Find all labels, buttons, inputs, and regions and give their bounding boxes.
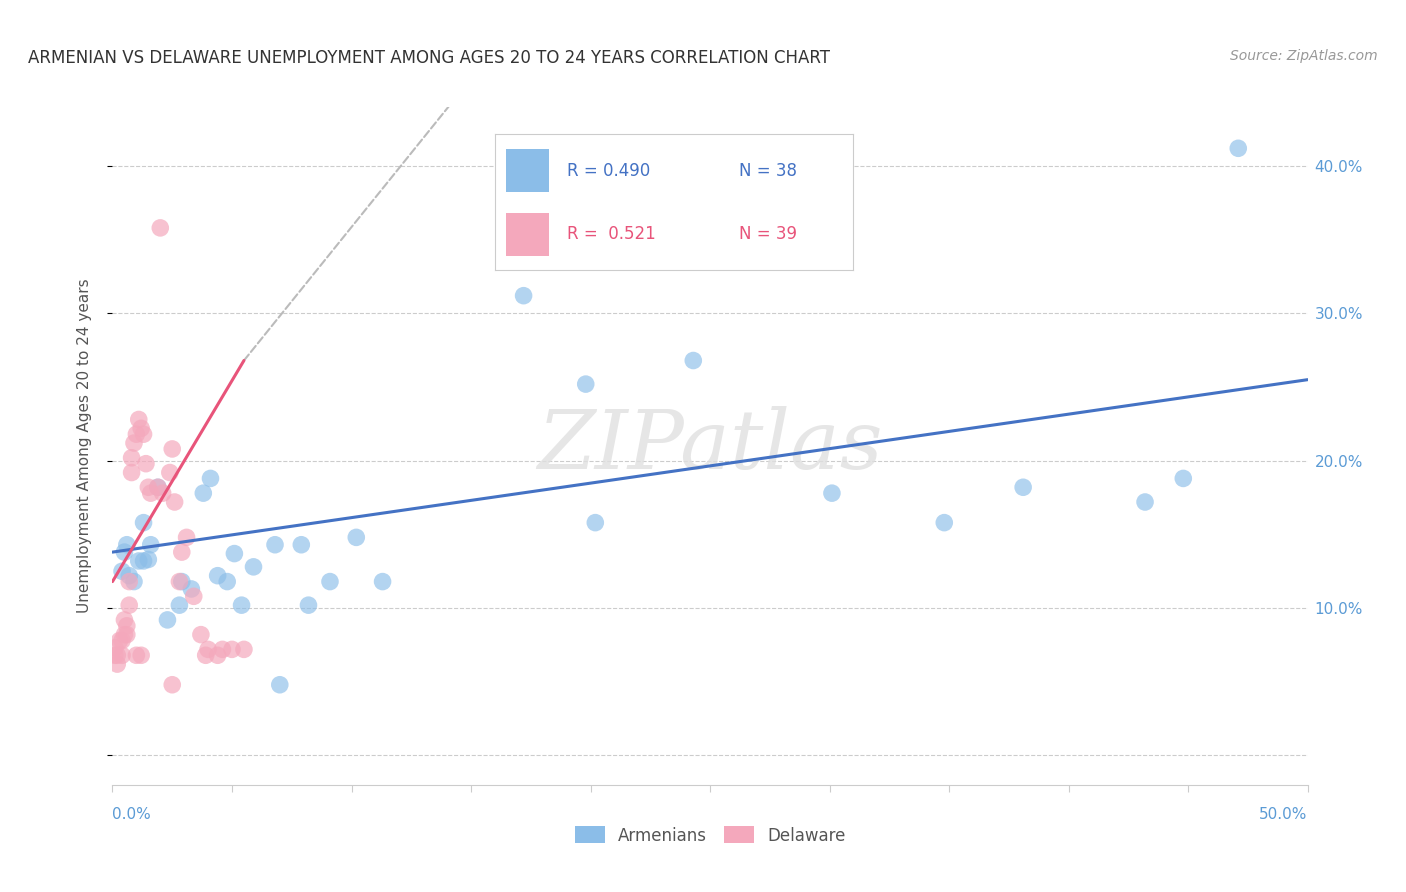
Point xyxy=(111,648,134,663)
Point xyxy=(183,590,205,604)
Point xyxy=(583,516,606,530)
Point xyxy=(138,552,160,566)
Point xyxy=(242,559,264,574)
Point xyxy=(118,574,141,589)
Point xyxy=(512,288,534,302)
Point xyxy=(821,486,844,500)
Point xyxy=(104,640,127,655)
Point xyxy=(115,538,138,552)
Point xyxy=(224,547,246,561)
Point xyxy=(132,427,155,442)
Text: Source: ZipAtlas.com: Source: ZipAtlas.com xyxy=(1230,49,1378,63)
Point xyxy=(125,427,148,442)
Point xyxy=(264,538,287,552)
Point xyxy=(170,545,193,559)
Point xyxy=(1133,495,1156,509)
Point xyxy=(146,480,169,494)
Legend: Armenians, Delaware: Armenians, Delaware xyxy=(568,820,852,851)
Point xyxy=(156,613,179,627)
Point xyxy=(108,633,131,648)
Point xyxy=(176,530,198,544)
Point xyxy=(118,598,141,612)
Point xyxy=(114,613,135,627)
Point xyxy=(934,516,956,530)
Point xyxy=(193,486,215,500)
Point xyxy=(118,568,141,582)
Text: ZIPatlas: ZIPatlas xyxy=(537,406,883,486)
Point xyxy=(194,648,217,663)
Point xyxy=(128,412,150,426)
Point xyxy=(207,568,229,582)
Point xyxy=(163,495,186,509)
Text: ARMENIAN VS DELAWARE UNEMPLOYMENT AMONG AGES 20 TO 24 YEARS CORRELATION CHART: ARMENIAN VS DELAWARE UNEMPLOYMENT AMONG … xyxy=(28,49,830,67)
Point xyxy=(135,457,157,471)
Point xyxy=(162,442,183,456)
Point xyxy=(221,642,243,657)
Point xyxy=(152,486,174,500)
Y-axis label: Unemployment Among Ages 20 to 24 years: Unemployment Among Ages 20 to 24 years xyxy=(77,278,91,614)
Point xyxy=(290,538,312,552)
Point xyxy=(132,516,155,530)
Point xyxy=(190,627,212,641)
Point xyxy=(162,678,183,692)
Point xyxy=(211,642,233,657)
Point xyxy=(169,574,191,589)
Point xyxy=(682,353,704,368)
Point xyxy=(575,377,598,392)
Point xyxy=(121,466,143,480)
Point xyxy=(115,619,138,633)
Point xyxy=(200,471,222,485)
Point xyxy=(231,598,253,612)
Point xyxy=(170,574,193,589)
Point xyxy=(122,574,145,589)
Point xyxy=(319,574,342,589)
Point xyxy=(139,486,162,500)
Point xyxy=(128,554,150,568)
Point xyxy=(149,220,172,235)
Point xyxy=(114,545,135,559)
Point xyxy=(115,627,138,641)
Point xyxy=(180,582,202,596)
Point xyxy=(169,598,191,612)
Point xyxy=(297,598,319,612)
Point xyxy=(111,633,134,648)
Point xyxy=(105,657,128,672)
Text: 0.0%: 0.0% xyxy=(112,807,152,822)
Point xyxy=(122,436,145,450)
Point xyxy=(233,642,256,657)
Point xyxy=(104,648,127,663)
Point xyxy=(197,642,219,657)
Point xyxy=(132,554,155,568)
Point xyxy=(129,421,152,435)
Point xyxy=(129,648,152,663)
Point xyxy=(1173,471,1195,485)
Point xyxy=(1227,141,1250,155)
Point xyxy=(114,627,135,641)
Point xyxy=(138,480,160,494)
Point xyxy=(139,538,162,552)
Point xyxy=(1012,480,1035,494)
Point xyxy=(111,564,134,578)
Point xyxy=(344,530,367,544)
Point xyxy=(207,648,229,663)
Point xyxy=(371,574,394,589)
Point xyxy=(125,648,148,663)
Point xyxy=(217,574,239,589)
Point xyxy=(146,480,169,494)
Point xyxy=(121,450,143,465)
Text: 50.0%: 50.0% xyxy=(1260,807,1308,822)
Point xyxy=(269,678,291,692)
Point xyxy=(105,648,128,663)
Point xyxy=(159,466,181,480)
